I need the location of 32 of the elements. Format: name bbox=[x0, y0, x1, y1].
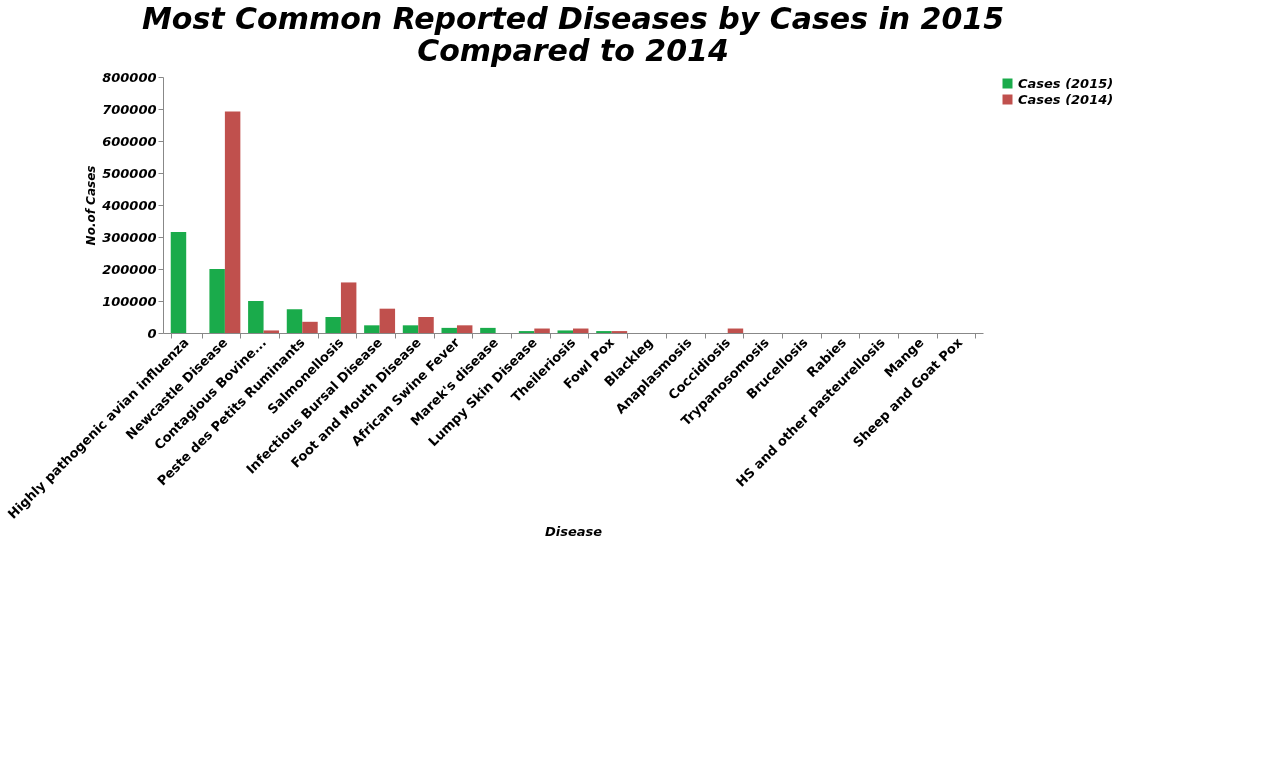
bar bbox=[418, 317, 434, 333]
bar bbox=[325, 317, 341, 333]
y-tick-label: 300000 bbox=[102, 229, 157, 245]
bar bbox=[441, 327, 457, 333]
bar bbox=[364, 325, 380, 333]
text: Most Common Reported Diseases by Cases in 2015 bbox=[141, 1, 1005, 36]
bar bbox=[534, 328, 550, 333]
y-tick-label: 600000 bbox=[102, 133, 157, 149]
x-axis-title: Disease bbox=[544, 523, 603, 539]
y-tick-label: 800000 bbox=[102, 69, 157, 85]
bar bbox=[263, 330, 280, 333]
bar bbox=[402, 325, 419, 333]
bar bbox=[209, 269, 225, 333]
legend-label: Cases (2014) bbox=[1018, 91, 1114, 107]
bar bbox=[379, 308, 396, 333]
y-tick-label: 200000 bbox=[102, 261, 157, 277]
bar bbox=[248, 301, 264, 333]
y-tick-label: 500000 bbox=[102, 165, 157, 181]
bar bbox=[224, 111, 241, 333]
legend-label: Cases (2015) bbox=[1018, 75, 1114, 91]
bar bbox=[557, 330, 573, 333]
y-axis-title: No.of Cases bbox=[84, 165, 99, 246]
bar bbox=[170, 231, 187, 333]
y-tick-label: 700000 bbox=[102, 101, 157, 117]
y-tick-label: 100000 bbox=[102, 293, 157, 309]
y-tick-label: 400000 bbox=[101, 197, 157, 213]
bar bbox=[302, 321, 318, 333]
bar bbox=[456, 325, 473, 333]
bar bbox=[286, 309, 303, 333]
bar bbox=[340, 282, 357, 333]
bar bbox=[480, 327, 496, 333]
y-tick-label: 0 bbox=[147, 325, 157, 341]
